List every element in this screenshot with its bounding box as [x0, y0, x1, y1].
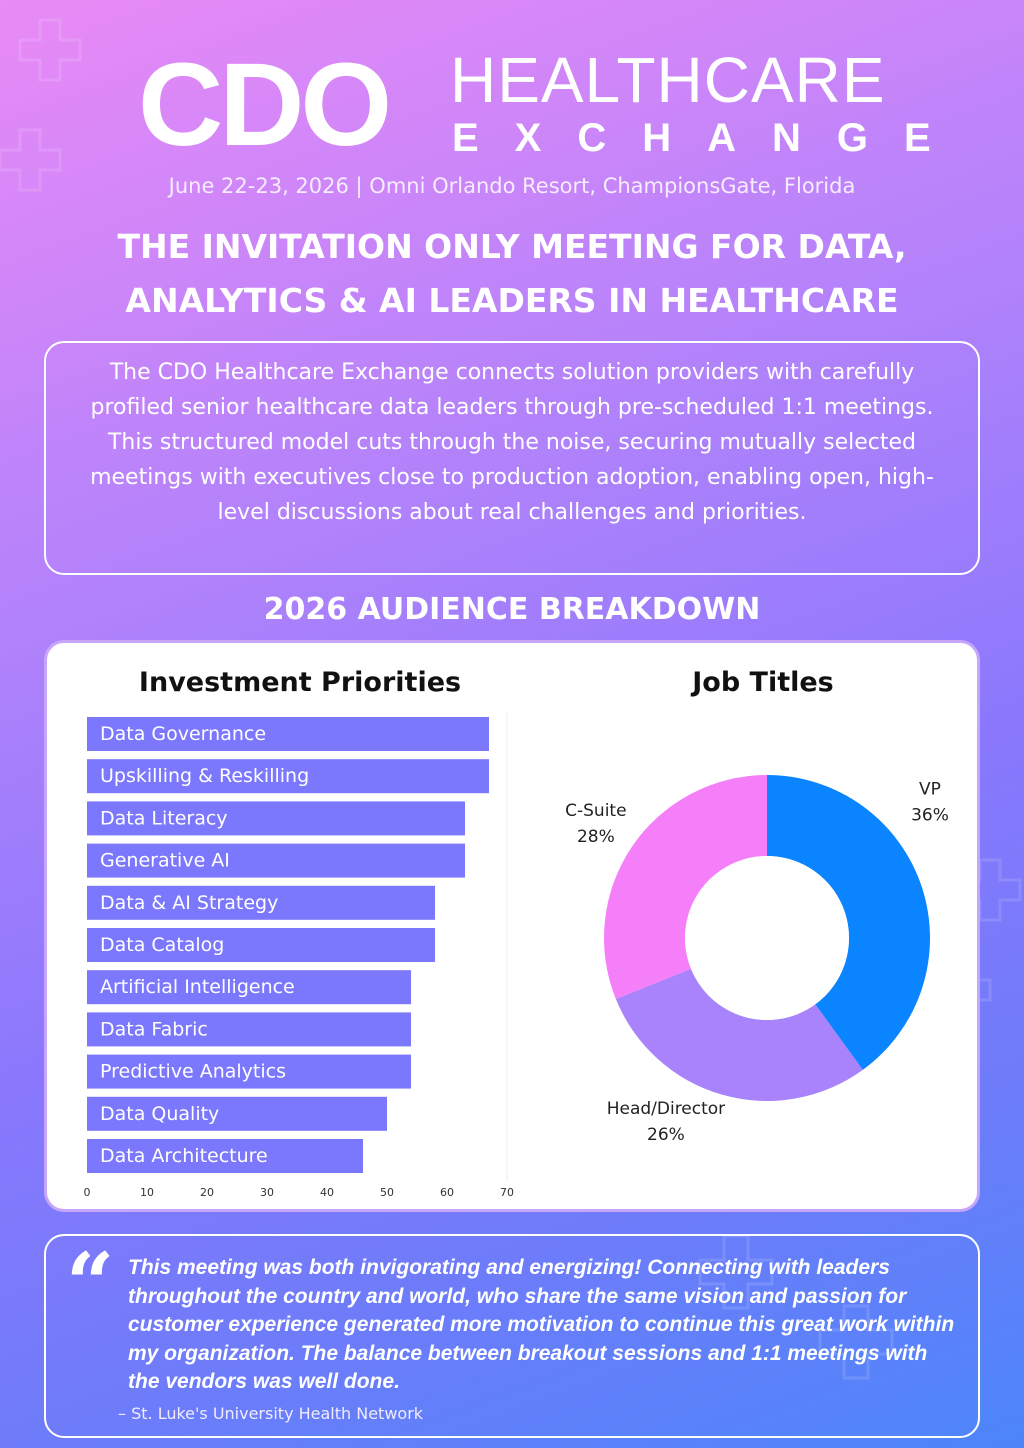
event-date-location: June 22-23, 2026 | Omni Orlando Resort, … [168, 174, 856, 198]
breakdown-title: 2026 AUDIENCE BREAKDOWN [263, 592, 761, 627]
x-tick-label: 10 [140, 1186, 154, 1199]
testimonial-text: This meeting was both invigorating and e… [128, 1256, 955, 1393]
x-tick-label: 50 [380, 1186, 394, 1199]
bar-8 [87, 1012, 411, 1047]
bar-3 [87, 801, 465, 836]
bar-label: Upskilling & Reskilling [100, 765, 309, 787]
pie-label: Head/Director [607, 1099, 725, 1119]
bar-2 [87, 759, 489, 794]
bar-6 [87, 928, 435, 962]
quote-icon: “ [66, 1234, 115, 1333]
page-headline: THE INVITATION ONLY MEETING FOR DATA, AN… [60, 220, 964, 328]
pie-label: C-Suite [565, 801, 626, 821]
bar-4 [87, 843, 465, 878]
bar-10 [87, 1096, 387, 1131]
x-tick-label: 0 [84, 1186, 91, 1199]
logo-exchange-text: EXCHANGE [452, 116, 967, 160]
pie-slice-c-suite [604, 775, 767, 1000]
pie-value-label: 26% [647, 1125, 685, 1145]
bar-label: Predictive Analytics [100, 1061, 286, 1083]
bar-label: Data Catalog [100, 934, 224, 956]
pie-value-label: 36% [911, 806, 949, 826]
pie-value-label: 28% [577, 827, 615, 847]
intro-text: The CDO Healthcare Exchange connects sol… [90, 360, 934, 525]
testimonial-source: – St. Luke's University Health Network [118, 1404, 424, 1423]
logo-cdo-text: CDO [138, 39, 392, 171]
pie-slice-head-director [615, 968, 863, 1101]
pie-chart-title: Job Titles [690, 667, 834, 698]
bar-9 [87, 1054, 411, 1089]
event-logo: CDO HEALTHCARE EXCHANGE [0, 40, 1024, 170]
bar-5 [87, 885, 435, 920]
x-tick-label: 40 [320, 1186, 334, 1199]
bar-label: Data & AI Strategy [100, 892, 278, 914]
pie-slice-vp [767, 775, 930, 1070]
bar-label: Data Fabric [100, 1018, 208, 1040]
logo-healthcare-text: HEALTHCARE [450, 44, 886, 116]
bar-label: Data Literacy [100, 807, 228, 829]
audience-chart-card: Investment Priorities Data Governance Upsk… [44, 640, 980, 1212]
bar-label: Data Governance [100, 723, 266, 745]
charts-canvas: Investment Priorities Data Governance Upsk… [84, 667, 949, 1199]
x-tick-label: 20 [200, 1186, 214, 1199]
bar-label: Generative AI [100, 850, 230, 872]
headline-line-2: ANALYTICS & AI LEADERS IN HEALTHCARE [125, 281, 899, 320]
bar-7 [87, 970, 411, 1005]
bar-label: Data Quality [100, 1103, 219, 1125]
pie-label: VP [919, 780, 941, 800]
donut-hole [685, 856, 849, 1020]
bar-11 [87, 1139, 363, 1173]
x-tick-label: 60 [440, 1186, 454, 1199]
bar-label: Artificial Intelligence [100, 976, 295, 998]
intro-panel: The CDO Healthcare Exchange connects sol… [44, 341, 980, 575]
x-tick-label: 70 [500, 1186, 514, 1199]
testimonial-panel: “ This meeting was both invigorating and… [44, 1234, 980, 1438]
x-tick-label: 30 [260, 1186, 274, 1199]
bar-label: Data Architecture [100, 1145, 268, 1167]
bar-1 [87, 717, 489, 751]
headline-line-1: THE INVITATION ONLY MEETING FOR DATA, [117, 227, 907, 266]
bar-chart-title: Investment Priorities [139, 667, 461, 698]
